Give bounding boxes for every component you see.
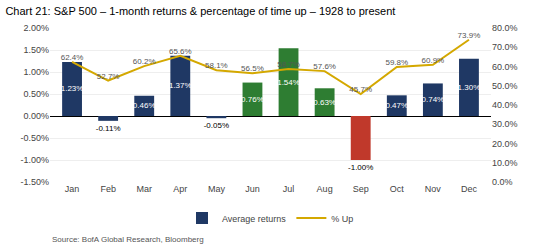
svg-text:57.6%: 57.6%: [313, 62, 336, 71]
svg-text:-1.00%: -1.00%: [20, 155, 49, 165]
svg-text:70.0%: 70.0%: [492, 42, 518, 52]
svg-text:1.00%: 1.00%: [23, 67, 49, 77]
svg-text:2.00%: 2.00%: [23, 23, 49, 33]
svg-text:Dec: Dec: [461, 184, 478, 194]
svg-text:-0.11%: -0.11%: [96, 124, 121, 133]
svg-text:40.0%: 40.0%: [492, 100, 518, 110]
svg-text:Apr: Apr: [173, 184, 187, 194]
svg-text:Chart 21: S&P 500 – 1-month re: Chart 21: S&P 500 – 1-month returns & pe…: [5, 5, 395, 17]
svg-text:30.0%: 30.0%: [492, 119, 518, 129]
svg-text:Source: BofA Global Research,: Source: BofA Global Research, Bloomberg: [52, 235, 204, 244]
svg-text:0.50%: 0.50%: [23, 89, 49, 99]
svg-text:May: May: [208, 184, 226, 194]
svg-text:50.0%: 50.0%: [492, 81, 518, 91]
svg-text:-0.05%: -0.05%: [204, 121, 229, 130]
svg-text:0.47%: 0.47%: [385, 101, 408, 110]
svg-text:1.23%: 1.23%: [61, 84, 84, 93]
svg-text:% Up: % Up: [331, 214, 353, 224]
svg-text:52.7%: 52.7%: [97, 72, 120, 81]
svg-text:1.50%: 1.50%: [23, 45, 49, 55]
svg-text:-0.50%: -0.50%: [20, 133, 49, 143]
svg-text:Oct: Oct: [390, 184, 405, 194]
svg-text:60.0%: 60.0%: [492, 62, 518, 72]
svg-text:0.46%: 0.46%: [133, 101, 156, 110]
svg-text:73.9%: 73.9%: [458, 31, 481, 40]
svg-text:Aug: Aug: [317, 184, 333, 194]
svg-text:Average returns: Average returns: [222, 214, 286, 224]
svg-text:Jul: Jul: [283, 184, 295, 194]
svg-text:45.7%: 45.7%: [349, 85, 372, 94]
svg-text:0.76%: 0.76%: [241, 95, 264, 104]
svg-text:0.74%: 0.74%: [422, 95, 445, 104]
svg-text:0.00%: 0.00%: [23, 111, 49, 121]
svg-text:Sep: Sep: [353, 184, 369, 194]
svg-text:1.30%: 1.30%: [458, 83, 481, 92]
svg-text:0.0%: 0.0%: [492, 177, 513, 187]
svg-text:65.6%: 65.6%: [169, 47, 192, 56]
svg-text:58.1%: 58.1%: [205, 61, 228, 70]
svg-text:60.2%: 60.2%: [133, 57, 156, 66]
svg-text:80.0%: 80.0%: [492, 23, 518, 33]
svg-text:58.7%: 58.7%: [277, 60, 300, 69]
svg-text:60.9%: 60.9%: [422, 56, 445, 65]
svg-text:1.54%: 1.54%: [277, 78, 300, 87]
svg-text:-1.50%: -1.50%: [20, 177, 49, 187]
svg-text:Jun: Jun: [245, 184, 260, 194]
svg-text:62.4%: 62.4%: [61, 53, 84, 62]
svg-text:59.8%: 59.8%: [385, 58, 408, 67]
svg-text:Mar: Mar: [136, 184, 152, 194]
svg-text:10.0%: 10.0%: [492, 158, 518, 168]
svg-text:Nov: Nov: [425, 184, 442, 194]
svg-text:20.0%: 20.0%: [492, 139, 518, 149]
svg-text:-1.00%: -1.00%: [348, 163, 373, 172]
svg-text:1.37%: 1.37%: [169, 81, 192, 90]
svg-text:56.5%: 56.5%: [241, 64, 264, 73]
svg-text:0.63%: 0.63%: [313, 98, 336, 107]
svg-text:Feb: Feb: [100, 184, 116, 194]
svg-text:Jan: Jan: [65, 184, 80, 194]
